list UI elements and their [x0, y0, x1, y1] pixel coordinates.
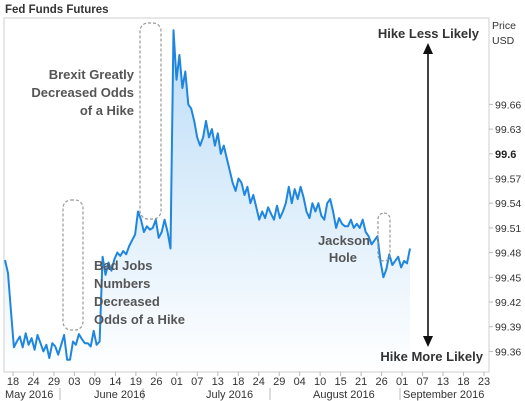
x-day-label: 14	[109, 376, 121, 388]
y-tick-label: 99.39	[495, 322, 521, 334]
bad-jobs-annotation: Bad Jobs Numbers Decreased Odds of a Hik…	[94, 258, 185, 327]
y-tick-label: 99.51	[495, 223, 521, 235]
arrow-down-icon	[423, 336, 433, 347]
bad-jobs-line-4: Odds of a Hike	[94, 312, 185, 327]
x-day-label: 09	[89, 376, 101, 388]
x-month-label: September 2016	[403, 389, 484, 401]
x-month-label: August 2016	[313, 389, 375, 401]
x-day-label: 29	[48, 376, 60, 388]
price-series-line	[4, 29, 411, 361]
jackson-hole-annotation: Jackson Hole	[318, 233, 370, 265]
brexit-line-1: Brexit Greatly	[49, 67, 135, 82]
x-day-label: 13	[437, 376, 449, 388]
x-day-label: 21	[355, 376, 367, 388]
y-axis-ticks: 99.66 99.63 99.6 99.57 99.54 99.51 99.48 99.45 9…	[489, 99, 521, 358]
x-day-label: 24	[253, 376, 265, 388]
x-month-label: May 2016	[5, 389, 53, 401]
x-day-label: 19	[130, 376, 142, 388]
bad-jobs-line-1: Bad Jobs	[94, 258, 153, 273]
y-tick-label: 99.63	[495, 124, 521, 136]
x-day-label: 07	[416, 376, 428, 388]
area-under-line	[5, 30, 410, 373]
jackson-hole-line-2: Hole	[329, 250, 357, 265]
hike-more-likely-label: Hike More Likely	[380, 349, 483, 364]
y-tick-label: 99.48	[495, 248, 521, 260]
brexit-annotation: Brexit Greatly Decreased Odds of a Hike	[31, 67, 134, 118]
x-day-label: 18	[7, 376, 19, 388]
bad-jobs-highlight-box	[62, 199, 84, 331]
y-tick-label: 99.66	[495, 99, 521, 111]
x-axis: 18 24 29 03 09 14 19 26 01 07 13 18 24 29 04 10 15 21 26 01…	[4, 371, 490, 401]
jackson-hole-highlight-box	[377, 212, 391, 262]
brexit-line-2: Decreased Odds	[31, 85, 134, 100]
price-line-layer	[4, 29, 411, 361]
x-day-label: 07	[191, 376, 203, 388]
bad-jobs-line-2: Numbers	[94, 276, 150, 291]
x-day-label: 18	[232, 376, 244, 388]
x-month-label: July 2016	[206, 389, 253, 401]
x-day-label: 23	[478, 376, 490, 388]
jackson-hole-line-1: Jackson	[318, 233, 370, 248]
hike-less-likely-label: Hike Less Likely	[378, 26, 480, 41]
likelihood-arrow	[423, 43, 433, 347]
y-axis-label-price: Price	[492, 20, 516, 32]
x-day-label: 26	[150, 376, 162, 388]
brexit-highlight-box	[139, 22, 162, 220]
area-fill	[5, 30, 410, 373]
x-day-label: 03	[68, 376, 80, 388]
x-day-label: 15	[335, 376, 347, 388]
x-day-label: 01	[396, 376, 408, 388]
y-tick-label: 99.36	[495, 346, 521, 358]
arrow-up-icon	[423, 43, 433, 54]
y-tick-label: 99.54	[495, 198, 521, 210]
x-day-label: 26	[375, 376, 387, 388]
x-day-label: 18	[457, 376, 469, 388]
x-month-label: June 2016	[94, 389, 145, 401]
x-day-label: 29	[273, 376, 285, 388]
bad-jobs-line-3: Decreased	[94, 294, 160, 309]
x-day-label: 10	[314, 376, 326, 388]
y-tick-label: 99.6	[495, 149, 516, 161]
brexit-line-3: of a Hike	[80, 103, 134, 118]
x-day-label: 04	[294, 376, 306, 388]
y-tick-label: 99.42	[495, 297, 521, 309]
x-day-label: 13	[212, 376, 224, 388]
y-tick-label: 99.57	[495, 174, 521, 186]
x-day-label: 01	[171, 376, 183, 388]
x-day-label: 24	[27, 376, 39, 388]
chart-title: Fed Funds Futures	[5, 4, 109, 16]
y-tick-label: 99.45	[495, 272, 521, 284]
y-axis-label-usd: USD	[492, 35, 515, 47]
